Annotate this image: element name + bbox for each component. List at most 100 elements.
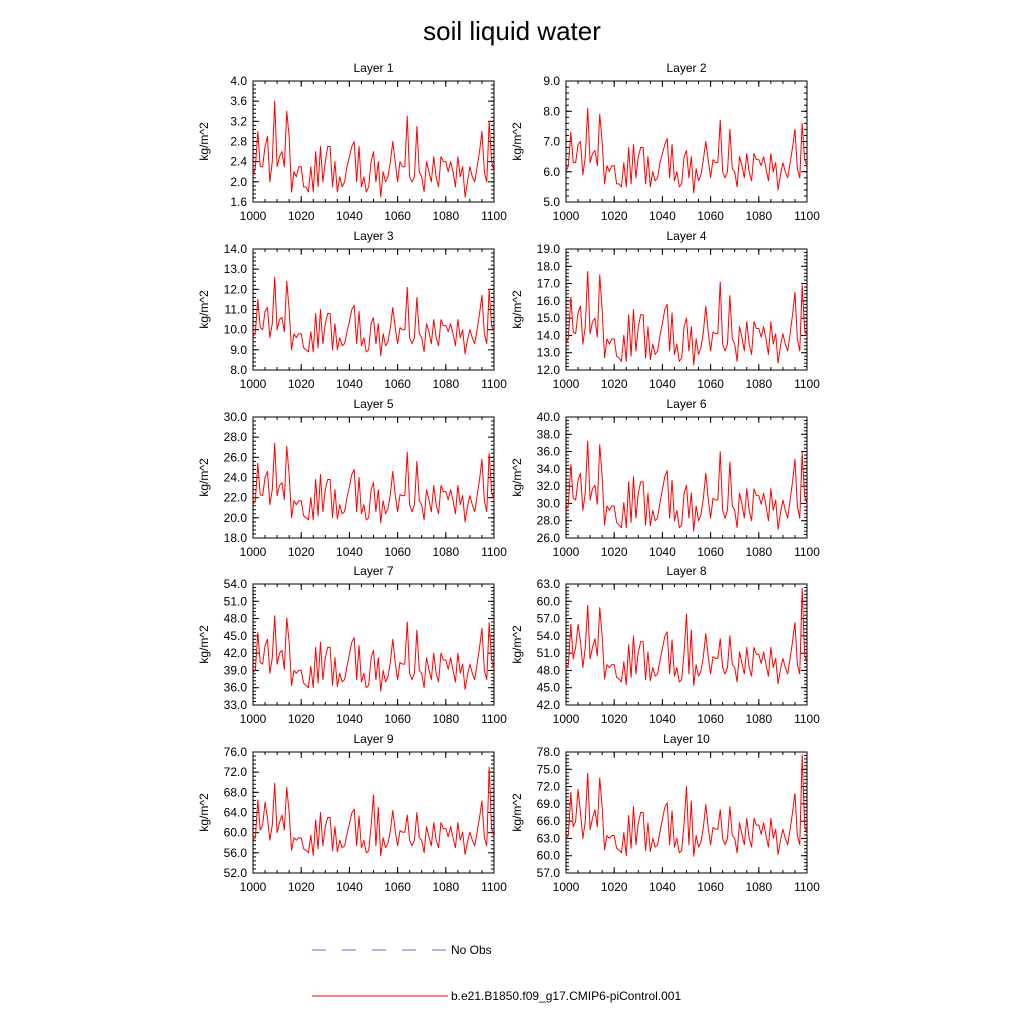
chart-7-ytick-label: 42.0	[224, 646, 248, 660]
chart-7-ytick-label: 33.0	[224, 698, 248, 712]
chart-4-xtick-label: 1020	[601, 377, 628, 391]
chart-10-ytick-label: 63.0	[537, 831, 561, 845]
chart-10-ytick-label: 72.0	[537, 780, 561, 794]
chart-10-ytick-label: 75.0	[537, 762, 561, 776]
chart-7-panel: Layer 7 33.0 36.0 39.0 42.0 45.0 48.0 51.0 54.0 1…	[197, 564, 507, 726]
chart-1-ytick-label: 3.6	[230, 94, 247, 108]
chart-8-xtick-label: 1040	[649, 712, 676, 726]
chart-1-series-line	[252, 100, 495, 198]
chart-9-xtick-label: 1000	[240, 880, 267, 894]
chart-10-ytick-label: 57.0	[537, 866, 561, 880]
chart-5-ytick-label: 20.0	[224, 511, 248, 525]
chart-9-series-line	[252, 766, 495, 857]
chart-2-xtick-label: 1040	[649, 209, 676, 223]
chart-7-ytick-label: 54.0	[224, 577, 248, 591]
chart-3-xtick-label: 1080	[432, 377, 459, 391]
chart-5-xtick-label: 1100	[481, 545, 507, 559]
chart-5-ytick-label: 22.0	[224, 491, 248, 505]
chart-10-ytick-label: 60.0	[537, 849, 561, 863]
chart-6-xtick-label: 1080	[745, 545, 772, 559]
chart-6-series-line	[565, 440, 808, 532]
chart-6-xtick-label: 1000	[553, 545, 580, 559]
chart-9-ytick-label: 60.0	[224, 826, 248, 840]
chart-8-panel: Layer 8 42.0 45.0 48.0 51.0 54.0 57.0 60.0 63.0 1…	[510, 564, 820, 726]
chart-8-ytick-label: 60.0	[537, 594, 561, 608]
chart-9-ytick-label: 64.0	[224, 806, 248, 820]
chart-3-xtick-label: 1000	[240, 377, 267, 391]
chart-7-ytick-label: 51.0	[224, 594, 248, 608]
chart-8-xtick-label: 1100	[794, 712, 820, 726]
chart-1-ytick-label: 4.0	[230, 74, 247, 88]
chart-9-ylabel: kg/m^2	[197, 793, 211, 832]
chart-1-xtick-label: 1080	[432, 209, 459, 223]
chart-1-xtick-label: 1060	[384, 209, 411, 223]
chart-6-title: Layer 6	[666, 397, 706, 411]
chart-6-ytick-label: 40.0	[537, 410, 561, 424]
chart-3-xtick-label: 1040	[336, 377, 363, 391]
chart-4-series-line	[565, 270, 808, 366]
chart-8-ytick-label: 45.0	[537, 681, 561, 695]
chart-3-xtick-label: 1060	[384, 377, 411, 391]
chart-8-series-line	[565, 587, 808, 686]
chart-10-xtick-label: 1060	[697, 880, 724, 894]
chart-9-panel: Layer 9 52.0 56.0 60.0 64.0 68.0 72.0 76.0 1000 1…	[197, 732, 507, 894]
chart-5-xtick-label: 1020	[288, 545, 315, 559]
chart-3-ylabel: kg/m^2	[197, 290, 211, 329]
chart-7-xtick-label: 1040	[336, 712, 363, 726]
chart-8-xtick-label: 1020	[601, 712, 628, 726]
chart-7-xtick-label: 1060	[384, 712, 411, 726]
chart-6-ytick-label: 34.0	[537, 462, 561, 476]
chart-1-xtick-label: 1020	[288, 209, 315, 223]
chart-5-title: Layer 5	[353, 397, 393, 411]
chart-5-panel: Layer 5 18.0 20.0 22.0 24.0 26.0 28.0 30.0 1000 1…	[197, 397, 507, 559]
chart-10-ylabel: kg/m^2	[510, 793, 524, 832]
chart-7-xtick-label: 1000	[240, 712, 267, 726]
chart-7-ytick-label: 45.0	[224, 629, 248, 643]
chart-6-ytick-label: 28.0	[537, 514, 561, 528]
chart-7-title: Layer 7	[353, 564, 393, 578]
chart-6-xtick-label: 1020	[601, 545, 628, 559]
chart-2-ytick-label: 5.0	[543, 195, 560, 209]
legend-obs-label: No Obs	[451, 943, 492, 957]
chart-3-series-line	[252, 276, 495, 357]
chart-8-xtick-label: 1000	[553, 712, 580, 726]
chart-5-xtick-label: 1000	[240, 545, 267, 559]
chart-6-xtick-label: 1100	[794, 545, 820, 559]
chart-1-ylabel: kg/m^2	[197, 122, 211, 161]
chart-5-ytick-label: 24.0	[224, 471, 248, 485]
chart-10-xtick-label: 1040	[649, 880, 676, 894]
chart-9-xtick-label: 1060	[384, 880, 411, 894]
chart-4-xtick-label: 1080	[745, 377, 772, 391]
chart-1-ytick-label: 3.2	[230, 114, 247, 128]
chart-3-ytick-label: 10.0	[224, 323, 248, 337]
chart-2-xtick-label: 1080	[745, 209, 772, 223]
chart-2-xtick-label: 1100	[794, 209, 820, 223]
chart-3-ytick-label: 13.0	[224, 262, 248, 276]
chart-8-ytick-label: 63.0	[537, 577, 561, 591]
chart-4-title: Layer 4	[666, 229, 706, 243]
chart-7-xtick-label: 1020	[288, 712, 315, 726]
chart-2-ylabel: kg/m^2	[510, 122, 524, 161]
chart-4-ytick-label: 18.0	[537, 259, 561, 273]
chart-10-xtick-label: 1100	[794, 880, 820, 894]
chart-9-ytick-label: 72.0	[224, 765, 248, 779]
chart-6-xtick-label: 1040	[649, 545, 676, 559]
chart-8-title: Layer 8	[666, 564, 706, 578]
chart-5-series-line	[252, 442, 495, 524]
chart-1-panel: Layer 1 1.6 2.0 2.4 2.8 3.2 3.6 4.0 1000 1020 1040…	[197, 61, 507, 223]
chart-7-ylabel: kg/m^2	[197, 625, 211, 664]
chart-5-xtick-label: 1060	[384, 545, 411, 559]
chart-6-ytick-label: 26.0	[537, 531, 561, 545]
chart-9-ytick-label: 52.0	[224, 866, 248, 880]
chart-10-xtick-label: 1020	[601, 880, 628, 894]
chart-7-xtick-label: 1080	[432, 712, 459, 726]
chart-5-xtick-label: 1040	[336, 545, 363, 559]
chart-10-xtick-label: 1000	[553, 880, 580, 894]
chart-6-panel: Layer 6 26.0 28.0 30.0 32.0 34.0 36.0 38.0 40.0 1…	[510, 397, 820, 559]
chart-10-ytick-label: 69.0	[537, 797, 561, 811]
chart-1-ytick-label: 2.8	[230, 135, 247, 149]
chart-2-ytick-label: 9.0	[543, 74, 560, 88]
chart-4-panel: Layer 4 12.0 13.0 14.0 15.0 16.0 17.0 18.0 19.0 1…	[510, 229, 820, 391]
chart-7-ytick-label: 36.0	[224, 681, 248, 695]
